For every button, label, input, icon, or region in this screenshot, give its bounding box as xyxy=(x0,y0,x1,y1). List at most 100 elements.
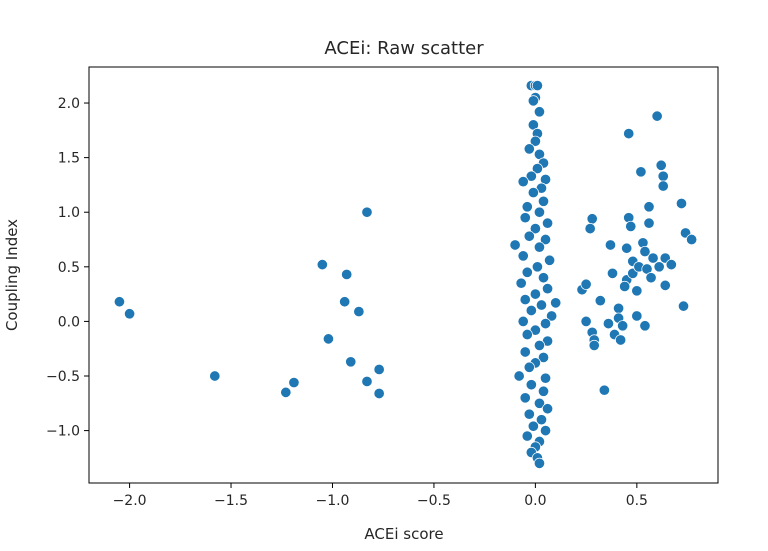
data-point xyxy=(361,375,373,388)
data-point xyxy=(521,266,533,278)
y-tick-label: 0.0 xyxy=(58,314,80,330)
data-point xyxy=(606,267,619,279)
data-point xyxy=(653,261,665,273)
data-point xyxy=(373,387,385,400)
data-point xyxy=(617,320,629,332)
data-point xyxy=(537,272,550,284)
data-point xyxy=(643,217,655,229)
data-point xyxy=(659,279,671,291)
data-point xyxy=(625,220,637,232)
data-point xyxy=(539,318,552,330)
data-point xyxy=(643,201,655,213)
data-point xyxy=(527,420,539,432)
data-point xyxy=(613,302,625,314)
y-tick-label: −1.0 xyxy=(46,424,80,440)
data-point xyxy=(675,197,688,210)
data-point xyxy=(550,297,562,309)
data-point xyxy=(645,272,657,284)
data-point xyxy=(588,339,600,351)
data-point xyxy=(657,180,669,192)
data-point xyxy=(535,414,548,426)
x-tick-label: −2.0 xyxy=(113,493,147,509)
data-point xyxy=(594,295,606,307)
data-point xyxy=(525,304,537,317)
data-point xyxy=(621,242,633,254)
data-point xyxy=(539,425,552,437)
data-point xyxy=(529,288,541,300)
data-point xyxy=(533,106,545,118)
data-point xyxy=(531,261,543,273)
data-point xyxy=(361,206,373,218)
y-axis-label: Coupling Index xyxy=(3,219,21,331)
data-point xyxy=(539,233,552,246)
data-point xyxy=(598,384,610,396)
data-point xyxy=(339,296,351,308)
data-point xyxy=(525,379,537,391)
data-point xyxy=(523,143,535,155)
data-point xyxy=(531,80,543,92)
data-point xyxy=(657,170,669,182)
data-point xyxy=(519,212,531,224)
data-point xyxy=(322,333,334,345)
y-tick-label: 0.5 xyxy=(58,260,80,276)
x-axis-label: ACEi score xyxy=(364,525,443,543)
y-axis: −1.0 −0.5 0.0 0.5 1.0 1.5 2.0 xyxy=(46,96,89,440)
data-point xyxy=(651,110,663,122)
data-point xyxy=(546,310,558,322)
data-point xyxy=(602,318,614,330)
data-point xyxy=(539,372,552,384)
data-point xyxy=(586,213,598,225)
data-point xyxy=(527,187,539,199)
data-point xyxy=(584,223,596,235)
data-point xyxy=(533,397,545,409)
data-point xyxy=(580,278,592,290)
data-point xyxy=(525,170,537,182)
data-point xyxy=(288,376,300,389)
data-point xyxy=(631,310,643,322)
y-tick-label: −0.5 xyxy=(46,369,80,385)
data-point xyxy=(533,339,545,351)
data-point xyxy=(124,308,136,320)
data-point xyxy=(635,166,647,178)
data-point xyxy=(537,351,550,363)
data-point xyxy=(533,457,545,469)
data-point xyxy=(531,162,543,175)
data-point xyxy=(316,259,328,271)
data-point xyxy=(529,223,541,235)
data-point xyxy=(517,315,529,327)
x-tick-label: −1.5 xyxy=(214,493,248,509)
x-tick-label: 0.5 xyxy=(626,493,648,509)
data-point xyxy=(542,217,554,229)
y-tick-label: 1.0 xyxy=(58,205,80,221)
data-point xyxy=(533,206,545,218)
data-point xyxy=(517,250,529,262)
data-point xyxy=(542,403,554,415)
data-point xyxy=(521,201,533,213)
data-point xyxy=(580,315,592,327)
data-point xyxy=(631,285,643,297)
data-point xyxy=(519,346,531,358)
data-point xyxy=(341,268,353,280)
y-tick-label: 2.0 xyxy=(58,96,80,112)
data-point xyxy=(353,306,365,318)
data-point xyxy=(519,294,531,306)
data-point xyxy=(537,195,550,207)
data-point xyxy=(655,159,667,171)
data-point xyxy=(523,230,535,242)
data-point xyxy=(686,233,698,246)
x-axis: −2.0 −1.5 −1.0 −0.5 0.0 0.5 xyxy=(113,483,648,509)
data-point xyxy=(513,370,525,382)
data-point xyxy=(523,408,535,420)
data-point xyxy=(527,95,539,107)
x-tick-label: −1.0 xyxy=(315,493,349,509)
data-point xyxy=(523,361,535,373)
data-point xyxy=(537,385,550,397)
data-point xyxy=(529,135,541,147)
data-point xyxy=(535,299,548,311)
data-point xyxy=(113,296,125,308)
points-layer xyxy=(113,80,698,469)
data-point xyxy=(665,259,677,271)
data-point xyxy=(677,300,690,312)
data-point xyxy=(542,283,554,295)
